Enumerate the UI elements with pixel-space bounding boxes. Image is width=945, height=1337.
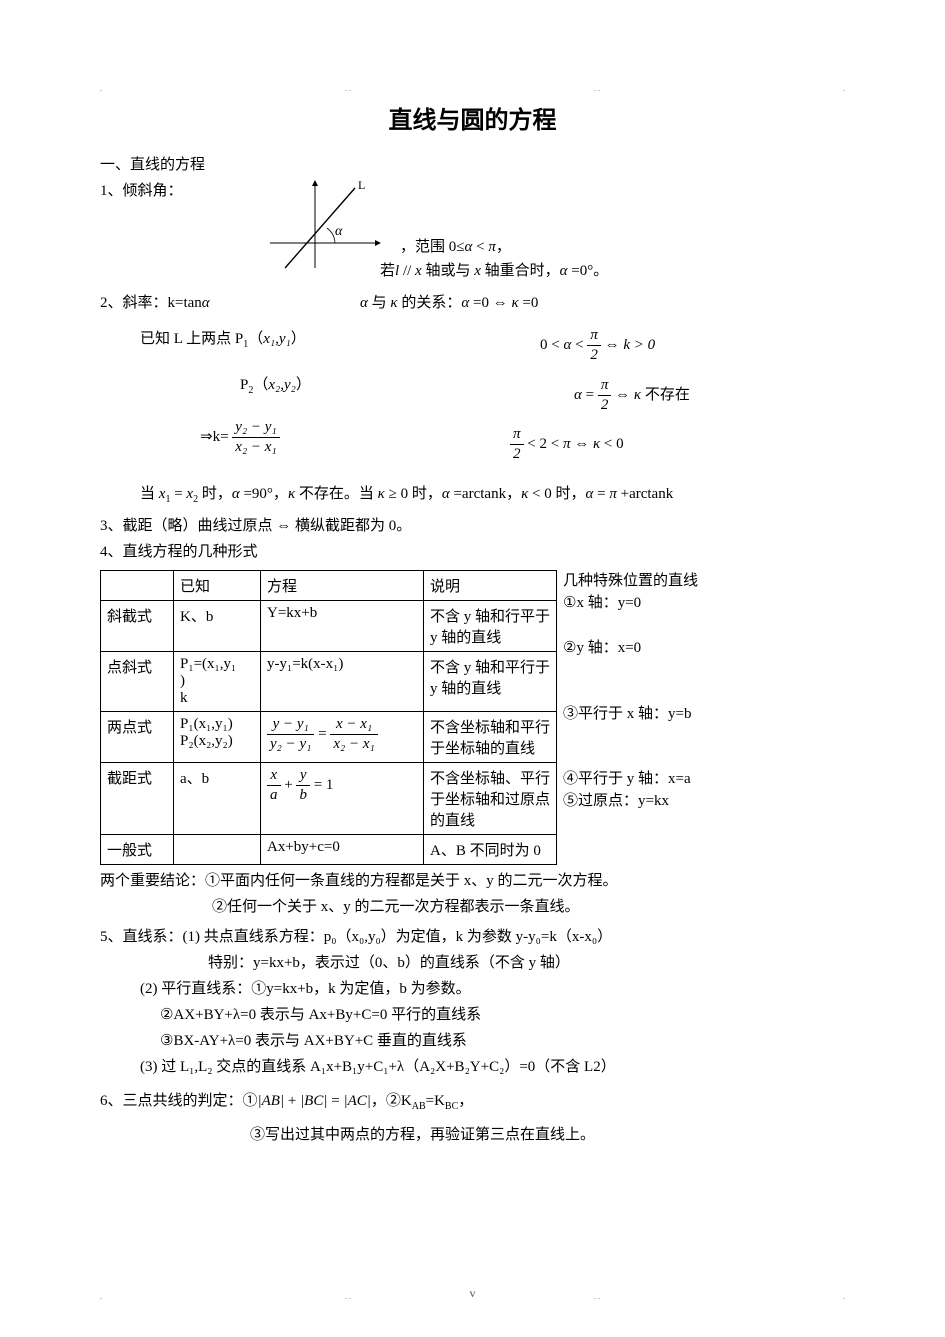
item3: 3、截距（略）曲线过原点 ⇔ 横纵截距都为 0。: [100, 514, 845, 538]
table-row: 斜截式 K、b Y=kx+b 不含 y 轴和行平于 y 轴的直线: [101, 600, 557, 651]
cond-3: π2 < 2 < π ⇔ κ < 0: [510, 426, 690, 464]
cell: y − y₁y₂ − y₁ = x − x₁x₂ − x₁: [261, 711, 424, 762]
slope-row: 2、斜率：k=tanα α 与 κ 的关系：α =0 ⇔ κ =0: [100, 289, 845, 317]
item6-line1: 6、三点共线的判定：①|AB| + |BC| = |AC|，②KAB=KBC，: [100, 1089, 845, 1115]
item6-line2: ③写出过其中两点的方程，再验证第三点在直线上。: [100, 1123, 845, 1147]
right-col: 0 < α < π2 ⇔ k > 0 α = π2 ⇔ κ 不存在 π2 < 2…: [460, 325, 690, 466]
item5e: ③BX-AY+λ=0 表示与 AX+BY+C 垂直的直线系: [100, 1029, 845, 1053]
alpha-k-relation: α 与 κ 的关系：α =0 ⇔ κ =0: [360, 291, 538, 315]
range-text: ，范围 0≤α < π，: [400, 235, 511, 256]
table-header-row: 已知 方程 说明: [101, 570, 557, 600]
item5b: 特别：y=kx+b，表示过（0、b）的直线系（不含 y 轴）: [100, 951, 845, 975]
cond-1: 0 < α < π2 ⇔ k > 0: [540, 327, 690, 365]
slope-formula: ⇒k= y₂ − y₁ x₂ − x₁: [100, 419, 460, 457]
conclusion-2: ②任何一个关于 x、y 的二元一次方程都表示一条直线。: [100, 895, 845, 919]
known-p1: 已知 L 上两点 P1（x₁,y₁）: [100, 327, 460, 353]
table-row: 截距式 a、b xa + yb = 1 不含坐标轴、平行于坐标轴和过原点的直线: [101, 762, 557, 834]
known-p2: P2（x₂,y₂）: [100, 373, 460, 399]
cond-2: α = π2 ⇔ κ 不存在: [540, 377, 690, 415]
conclusion-1: 两个重要结论：①平面内任何一条直线的方程都是关于 x、y 的二元一次方程。: [100, 869, 845, 893]
item4: 4、直线方程的几种形式: [100, 540, 845, 564]
arctan-note: 当 x1 = x2 时，α =90°，κ 不存在。当 κ ≥ 0 时，α =ar…: [100, 482, 845, 508]
item5c: (2) 平行直线系：①y=kx+b，k 为定值，b 为参数。: [100, 977, 845, 1001]
item5f: (3) 过 L₁,L₂ 交点的直线系 A₁x+B₁y+C₁+λ（A₂X+B₂Y+…: [100, 1055, 845, 1079]
table-row: 一般式 Ax+by+c=0 A、B 不同时为 0: [101, 834, 557, 864]
left-col: 已知 L 上两点 P1（x₁,y₁） P2（x₂,y₂） ⇒k= y₂ − y₁…: [100, 325, 460, 459]
item1-label: 1、倾斜角：: [100, 183, 183, 199]
item5a: 5、直线系：(1) 共点直线系方程：p₀（x₀,y₀）为定值，k 为参数 y-y…: [100, 925, 845, 949]
cell: xa + yb = 1: [261, 762, 424, 834]
section-heading: 一、直线的方程: [100, 153, 845, 177]
page: .. .. .. 直线与圆的方程 一、直线的方程 1、倾斜角： L α ，范围 …: [0, 0, 945, 1337]
side-notes: 几种特殊位置的直线 ①x 轴：y=0 ②y 轴：x=0 ③平行于 x 轴：y=b…: [557, 566, 698, 813]
item5d: ②AX+BY+λ=0 表示与 Ax+By+C=0 平行的直线系: [100, 1003, 845, 1027]
table-row: 两点式 P₁(x₁,y₁) P₂(x₂,y₂) y − y₁y₂ − y₁ = …: [101, 711, 557, 762]
parallel-text: 若l // x 轴或与 x 轴重合时，α =0°。: [380, 259, 608, 280]
svg-text:α: α: [335, 224, 343, 239]
cell: P₁(x₁,y₁) P₂(x₂,y₂): [174, 711, 261, 762]
item2-label: 2、斜率：k=tanα: [100, 291, 360, 315]
inclination-block: 1、倾斜角： L α ，范围 0≤α < π， 若l // x 轴或与 x 轴重…: [100, 179, 845, 289]
axes-diagram: L α: [260, 173, 400, 273]
table-row: 已知 方程 说明 斜截式 K、b Y=kx+b 不含 y 轴和行平于 y 轴的直…: [100, 566, 845, 865]
slope-columns: 已知 L 上两点 P1（x₁,y₁） P2（x₂,y₂） ⇒k= y₂ − y₁…: [100, 325, 845, 466]
svg-text:L: L: [358, 178, 365, 192]
line-forms-table: 已知 方程 说明 斜截式 K、b Y=kx+b 不含 y 轴和行平于 y 轴的直…: [100, 570, 557, 865]
doc-title: 直线与圆的方程: [100, 100, 845, 135]
cell: P₁=(x₁,y₁ ) k: [174, 651, 261, 711]
table-row: 点斜式 P₁=(x₁,y₁ ) k y-y₁=k(x-x₁) 不含 y 轴和平行…: [101, 651, 557, 711]
header-dots: .. .. ..: [100, 84, 845, 93]
footer-v: v: [470, 1286, 476, 1301]
